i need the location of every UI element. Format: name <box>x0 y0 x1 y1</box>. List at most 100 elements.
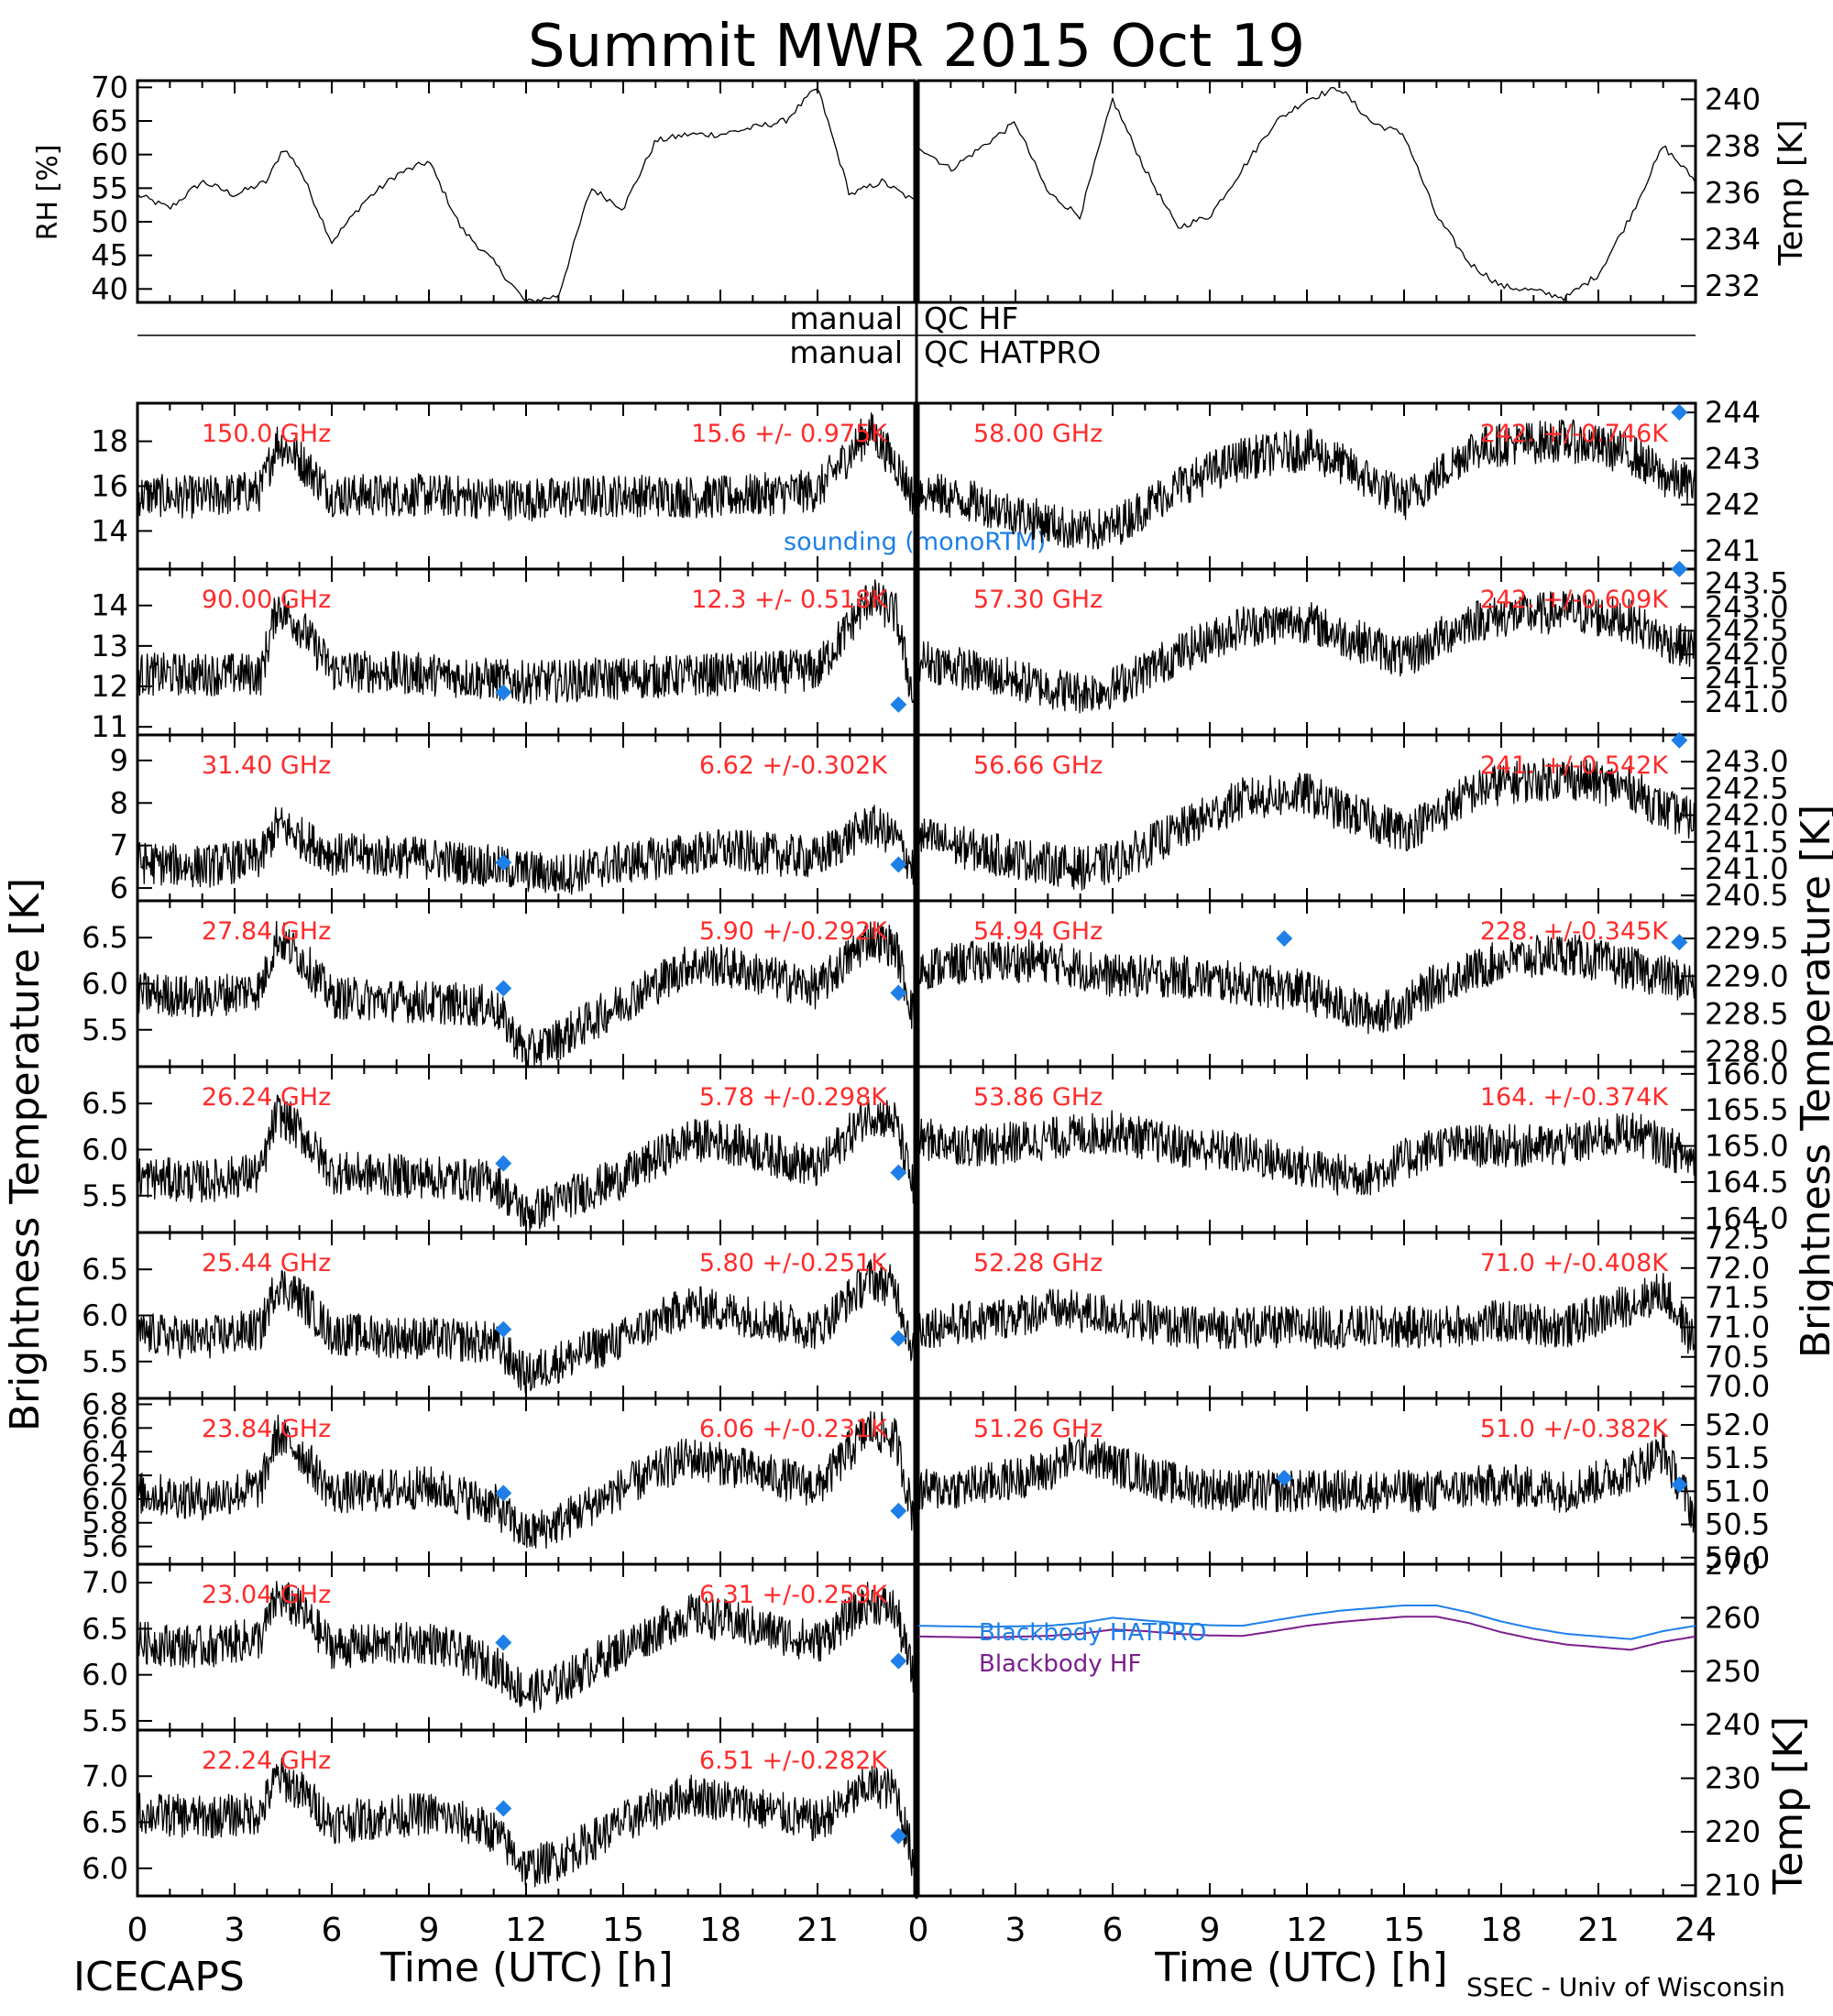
y-tick-label: 14 <box>91 588 128 623</box>
sounding-marker <box>890 1652 907 1670</box>
y-tick-label: 12 <box>91 669 128 704</box>
y-tick-label: 240.5 <box>1705 878 1789 913</box>
panel-26.24 GHz: 5.5 6.0 6.5 26.24 GHz 5.78 +/-0.298K <box>82 1065 916 1234</box>
series-noise <box>917 419 1697 550</box>
y-tick-label: 72.0 <box>1705 1251 1770 1286</box>
sounding-marker <box>1671 934 1688 951</box>
x-tick-label: 3 <box>225 1912 246 1949</box>
y-tick-label: 40 <box>91 271 128 306</box>
sounding-marker <box>890 1164 907 1181</box>
x-tick-label: 15 <box>602 1912 644 1949</box>
y-tick-label: 65 <box>91 104 128 138</box>
sounding-marker <box>890 1502 907 1519</box>
y-tick-label: 242.0 <box>1705 637 1789 672</box>
blackbody-temp-axis-label: Temp [K] <box>1765 1716 1812 1895</box>
channel-stat-label: 6.62 +/-0.302K <box>699 751 888 780</box>
panel-58.00 GHz: 241 242 243 244 58.00 GHz 242. +/-0.746K <box>916 395 1761 571</box>
series-noise <box>917 758 1697 891</box>
channel-stat-label: 5.90 +/-0.292K <box>699 917 888 946</box>
footer-right: SSEC - Univ of Wisconsin <box>1466 1972 1785 2002</box>
figure-title: Summit MWR 2015 Oct 19 <box>528 13 1305 81</box>
channel-frequency-label: 90.00 GHz <box>202 586 331 614</box>
channel-stat-label: 71.0 +/-0.408K <box>1480 1249 1669 1277</box>
y-tick-label: 70.0 <box>1705 1369 1770 1404</box>
channel-frequency-label: 54.94 GHz <box>973 917 1103 946</box>
y-tick-label: 243.5 <box>1705 566 1789 601</box>
sounding-marker <box>495 1634 512 1651</box>
channel-frequency-label: 57.30 GHz <box>973 586 1103 614</box>
y-tick-label: 6.0 <box>82 1658 128 1693</box>
channel-stat-label: 5.78 +/-0.298K <box>699 1083 888 1112</box>
y-tick-label: 5.5 <box>82 1344 128 1379</box>
y-tick-label: 165.0 <box>1705 1129 1789 1164</box>
series-noise <box>917 934 1697 1035</box>
series-noise <box>137 1410 916 1550</box>
x-tick-label: 15 <box>1383 1912 1425 1949</box>
y-tick-label: 70 <box>91 70 128 104</box>
y-tick-label: 210 <box>1705 1868 1761 1902</box>
channel-stat-label: 164. +/-0.374K <box>1480 1083 1669 1112</box>
y-tick-label: 52.0 <box>1705 1408 1770 1442</box>
temp-panel: 232 234 236 238 240 Temp [K] <box>916 79 1810 304</box>
channel-stat-label: 6.31 +/-0.259K <box>699 1581 888 1609</box>
y-tick-label: 50 <box>91 204 128 239</box>
panel-temp: 232 234 236 238 240 <box>916 79 1761 304</box>
left-axis-label: Brightness Temperature [K] <box>2 878 49 1431</box>
qc-left-label-1: manual <box>789 301 903 336</box>
channel-stat-label: 51.0 +/-0.382K <box>1480 1415 1669 1443</box>
sounding-marker <box>495 1800 512 1817</box>
y-tick-label: 241.0 <box>1705 851 1789 886</box>
panel-150.0 GHz: 14 16 18 150.0 GHz 15.6 +/- 0.975K <box>91 401 916 571</box>
sounding-marker <box>890 1330 907 1347</box>
y-tick-label: 220 <box>1705 1814 1761 1849</box>
y-tick-label: 71.0 <box>1705 1309 1770 1344</box>
blackbody-series-line <box>917 1616 1696 1651</box>
y-tick-label: 241.5 <box>1705 825 1789 860</box>
blackbody-series-line <box>917 1605 1696 1640</box>
y-tick-label: 243.0 <box>1705 589 1789 624</box>
series-noise <box>137 579 916 709</box>
channel-frequency-label: 58.00 GHz <box>973 420 1103 448</box>
sounding-marker <box>890 1827 907 1845</box>
y-tick-label: 6.5 <box>82 1611 128 1646</box>
y-tick-label: 9 <box>110 743 128 778</box>
y-tick-label: 6.4 <box>82 1434 128 1469</box>
sounding-marker <box>495 1485 512 1502</box>
y-tick-label: 18 <box>91 424 128 459</box>
y-tick-label: 45 <box>91 238 128 273</box>
panel-53.86 GHz: 164.0164.5165.0165.5166.0 53.86 GHz 164. +… <box>916 1057 1789 1235</box>
series-trace <box>917 86 1696 301</box>
x-tick-label: 0 <box>127 1912 148 1949</box>
channel-stat-label: 6.51 +/-0.282K <box>699 1747 888 1775</box>
y-tick-label: 6.5 <box>82 920 128 955</box>
y-tick-label: 72.5 <box>1705 1221 1770 1255</box>
channel-frequency-label: 53.86 GHz <box>973 1083 1103 1112</box>
series-noise <box>917 591 1697 714</box>
channel-frequency-label: 27.84 GHz <box>202 917 331 946</box>
y-tick-label: 241.5 <box>1705 661 1789 696</box>
temp-axis-label: Temp [K] <box>1773 119 1810 266</box>
y-tick-label: 6.5 <box>82 1086 128 1121</box>
series-noise <box>137 412 916 521</box>
y-tick-label: 13 <box>91 629 128 663</box>
footer-left: ICECAPS <box>73 1954 245 2000</box>
y-tick-label: 229.0 <box>1705 959 1789 993</box>
panel-31.40 GHz: 6 7 8 9 31.40 GHz 6.62 +/-0.302K <box>110 733 916 905</box>
y-tick-label: 5.5 <box>82 1704 128 1738</box>
y-tick-label: 242.0 <box>1705 798 1789 833</box>
y-tick-label: 238 <box>1705 128 1761 163</box>
sounding-marker <box>890 696 907 713</box>
channel-frequency-label: 56.66 GHz <box>973 751 1103 780</box>
x-tick-label: 24 <box>1674 1912 1717 1949</box>
y-tick-label: 51.5 <box>1705 1441 1770 1475</box>
series-noise <box>137 1259 916 1394</box>
y-tick-label: 7.0 <box>82 1565 128 1600</box>
sounding-marker <box>890 984 907 1002</box>
sounding-marker <box>1671 404 1688 422</box>
x-tick-label: 9 <box>1200 1912 1221 1949</box>
sounding-marker <box>1671 1476 1688 1494</box>
y-tick-label: 5.5 <box>82 1013 128 1047</box>
series-noise <box>137 1094 916 1232</box>
y-tick-label: 241 <box>1705 533 1761 568</box>
